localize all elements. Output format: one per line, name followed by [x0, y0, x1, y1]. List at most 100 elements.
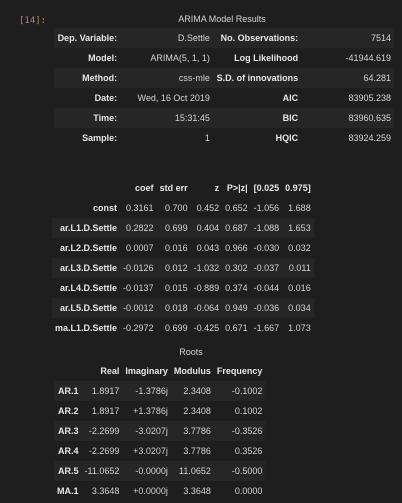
summary-value: 7514: [301, 28, 394, 48]
summary-label: AIC: [282, 93, 299, 103]
root-value: 2.3408: [170, 381, 214, 401]
summary-value: Wed, 16 Oct 2019: [137, 93, 210, 103]
coef-value: 1.073: [288, 323, 311, 333]
coef-value: 0.966: [225, 243, 248, 253]
coef-term: ar.L5.D.Settle: [52, 298, 121, 318]
coef-value: 0.404: [190, 218, 223, 238]
coef-value: 0.452: [196, 203, 220, 213]
root-value: 3.7786: [183, 446, 211, 456]
coef-value: -0.044: [253, 283, 280, 293]
root-value: 3.3648: [91, 486, 120, 496]
root-value: 11.0652: [170, 461, 214, 481]
coef-column-header: 0.975]: [285, 183, 311, 193]
coef-header-row: coef std err z P>|z| [0.025 0.975]: [52, 178, 314, 198]
coef-term: ar.L3.D.Settle: [52, 258, 121, 278]
summary-label: Log Likelihood: [234, 53, 299, 63]
roots-row: AR.3 -2.2699 -3.0207j 3.7786 -0.3526: [54, 421, 266, 441]
summary-row: Date: Wed, 16 Oct 2019 AIC 83905.238: [54, 88, 394, 108]
coef-value: 0.374: [225, 283, 248, 293]
coef-term: ar.L4.D.Settle: [60, 283, 118, 293]
coef-value: 0.016: [165, 243, 188, 253]
coef-value: 1.688: [288, 203, 311, 213]
coef-value: -1.667: [253, 323, 280, 333]
root-value: -3.0207j: [122, 421, 171, 441]
coef-row: ar.L2.D.Settle 0.0007 0.016 0.043 0.966 -0.03…: [52, 238, 314, 258]
coef-value: -0.030: [253, 243, 280, 253]
coef-value: 0.011: [282, 258, 314, 278]
root-name: AR.2: [58, 406, 79, 416]
coef-value: 1.653: [282, 218, 314, 238]
roots-row: AR.2 1.8917 +1.3786j 2.3408 0.1002: [54, 401, 265, 421]
root-value: 1.8917: [81, 381, 123, 401]
coef-term: const: [93, 203, 118, 213]
root-name: MA.1: [57, 486, 79, 496]
coef-value: -0.037: [250, 258, 283, 278]
root-value: +1.3786j: [133, 406, 168, 416]
coef-column-header: P>|z|: [226, 183, 248, 193]
roots-row: MA.1 3.3648 +0.0000j 3.3648 0.0000: [54, 481, 265, 501]
coef-value: -1.056: [253, 203, 280, 213]
coef-value: -0.2972: [123, 323, 154, 333]
summary-row: Dep. Variable: D.Settle No. Observations: 7…: [54, 28, 394, 48]
roots-table: Real Imaginary Modulus Frequency AR.1 1.8917…: [54, 361, 266, 501]
cell-output: ARIMA Model Results Dep. Variable: D.Sett…: [46, 10, 398, 496]
summary-label: BIC: [212, 108, 302, 128]
coef-value: 0.687: [222, 218, 251, 238]
coef-column-header: std err: [159, 183, 188, 193]
coef-value: 0.016: [288, 283, 311, 293]
summary-caption: ARIMA Model Results: [178, 14, 266, 24]
summary-value: 15:31:45: [120, 108, 213, 128]
coef-value: 0.949: [222, 298, 251, 318]
coef-value: 0.012: [156, 258, 191, 278]
coef-value: -0.889: [193, 283, 220, 293]
roots-row: AR.1 1.8917 -1.3786j 2.3408 -0.1002: [54, 381, 266, 401]
root-name: AR.1: [54, 381, 82, 401]
coef-row: const 0.3161 0.700 0.452 0.652 -1.056 1.688: [52, 198, 314, 218]
root-value: -0.1002: [213, 381, 266, 401]
summary-value: css-mle: [120, 68, 213, 88]
root-value: 0.3526: [234, 446, 263, 456]
roots-row: AR.4 -2.2699 +3.0207j 3.7786 0.3526: [54, 441, 265, 461]
summary-row: Model: ARIMA(5, 1, 1) Log Likelihood -41944…: [54, 48, 394, 68]
roots-header-row: Real Imaginary Modulus Frequency: [54, 361, 265, 381]
coef-value: 0.0007: [126, 243, 154, 253]
summary-label: S.D. of innovations: [212, 68, 302, 88]
summary-value: 64.281: [301, 68, 394, 88]
coef-value: 0.652: [225, 203, 248, 213]
coef-column-header: z: [214, 183, 220, 193]
root-value: 2.3408: [183, 406, 211, 416]
summary-label: Time:: [54, 108, 121, 128]
cell-prompt: [14]:: [19, 16, 47, 26]
coef-value: 0.2822: [120, 218, 157, 238]
roots-column-header: Real: [100, 366, 120, 376]
root-value: -0.5000: [213, 461, 266, 481]
root-value: -11.0652: [81, 461, 123, 481]
root-value: 0.1002: [234, 406, 263, 416]
coef-value: -0.425: [193, 323, 220, 333]
roots-caption: Roots: [179, 347, 203, 357]
model-summary-table: Dep. Variable: D.Settle No. Observations: 7…: [54, 28, 394, 148]
coef-value: 0.671: [225, 323, 248, 333]
summary-value: 83924.259: [348, 133, 391, 143]
root-value: 1.8917: [91, 406, 120, 416]
summary-label: Date:: [94, 93, 118, 103]
summary-label: HQIC: [275, 133, 299, 143]
coef-value: 0.700: [165, 203, 188, 213]
coef-value: 0.018: [156, 298, 191, 318]
coef-row: ar.L4.D.Settle -0.0137 0.015 -0.889 0.374 -0.…: [52, 278, 314, 298]
root-value: +0.0000j: [133, 486, 168, 496]
coef-value: -1.088: [250, 218, 283, 238]
root-value: 0.0000: [234, 486, 263, 496]
coef-row: ar.L1.D.Settle 0.2822 0.699 0.404 0.687 -1.08…: [52, 218, 314, 238]
root-value: 3.3648: [183, 486, 211, 496]
summary-value: -41944.619: [345, 53, 391, 63]
coef-value: 0.3161: [126, 203, 154, 213]
coef-value: 0.699: [156, 218, 191, 238]
summary-row: Method: css-mle S.D. of innovations 64.281: [54, 68, 394, 88]
summary-label: Sample:: [82, 133, 118, 143]
root-name: AR.4: [58, 446, 79, 456]
coef-column-header: [0.025: [253, 183, 280, 193]
coef-value: 0.302: [222, 258, 251, 278]
coef-value: 0.032: [288, 243, 311, 253]
root-name: AR.5: [54, 461, 82, 481]
